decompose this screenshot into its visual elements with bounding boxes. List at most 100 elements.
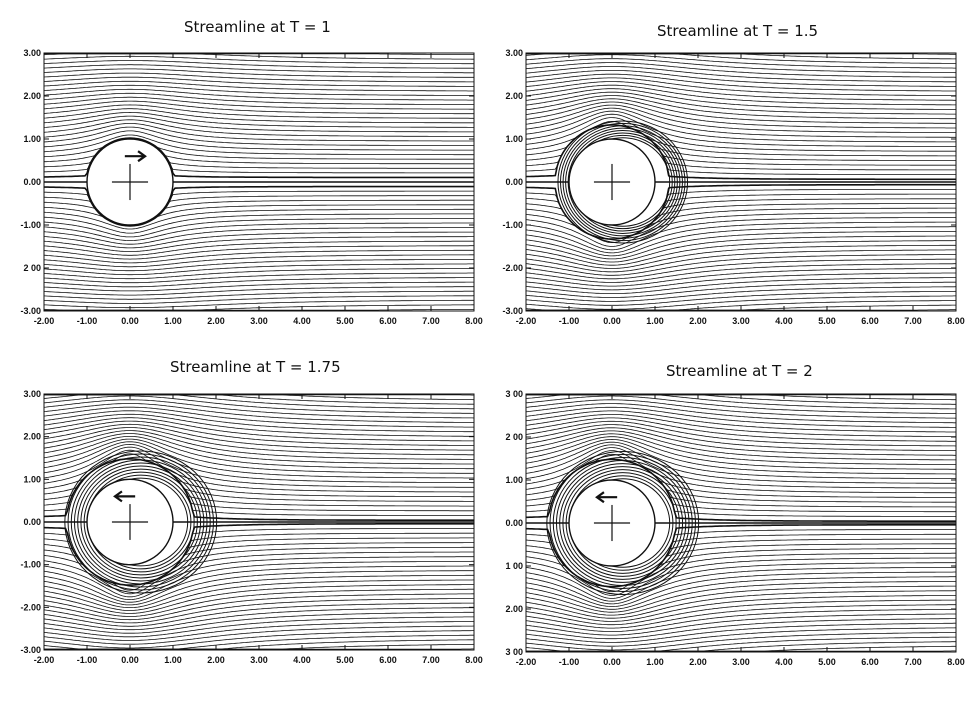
streamline <box>43 546 474 591</box>
streamline-plot: -2.00 -1.00 0.00 1.00 2.00 3.00 4.00 5.00 6.00 7.… <box>505 389 965 667</box>
streamline <box>525 58 957 74</box>
streamline <box>43 100 474 115</box>
streamline <box>43 430 474 460</box>
streamline <box>525 107 956 138</box>
streamline <box>43 213 474 234</box>
x-tick-label: 1.00 <box>646 657 664 667</box>
streamline <box>43 611 474 634</box>
recirculation-loop <box>562 466 684 580</box>
streamline <box>43 625 475 645</box>
streamline <box>43 254 474 268</box>
y-tick-label: 3.00 <box>505 48 523 58</box>
streamline <box>525 441 957 480</box>
streamline <box>43 574 474 608</box>
streamline <box>43 413 474 437</box>
y-tick-label: 1.00 <box>23 134 41 144</box>
recirculation-loop <box>559 122 686 242</box>
streamline <box>525 73 956 92</box>
recirculation-loop <box>83 468 198 576</box>
streamline <box>43 286 474 296</box>
streamline <box>525 590 956 619</box>
y-tick-label: -1.00 <box>20 220 41 230</box>
panel-t1-5: Streamline at T = 1.5 -2.00 -1.00 0.00 1.00… <box>484 0 977 340</box>
streamline <box>43 72 474 83</box>
x-tick-label: 0.00 <box>603 657 621 667</box>
streamline <box>525 406 956 428</box>
streamline <box>525 254 956 276</box>
x-tick-label: 1.00 <box>164 316 182 326</box>
streamline <box>43 245 474 260</box>
streamline <box>43 208 474 230</box>
x-tick-label: 0.00 <box>121 316 139 326</box>
y-tick-label: 0.00 <box>505 518 523 528</box>
y-tick-label: 2 00 <box>505 432 523 442</box>
streamline <box>43 68 474 78</box>
recirculation-loop <box>77 462 205 582</box>
streamline <box>43 64 474 74</box>
streamline <box>525 212 956 247</box>
streamline <box>43 395 474 414</box>
y-tick-label: 3.00 <box>23 48 41 58</box>
x-tick-label: 4.00 <box>775 316 793 326</box>
recirculation-loop <box>70 456 211 588</box>
streamline <box>43 222 474 241</box>
streamline <box>525 430 956 461</box>
panel-title: Streamline at T = 1 <box>184 18 331 36</box>
y-tick-label: 1.00 <box>505 134 523 144</box>
streamline <box>43 453 474 498</box>
streamline <box>525 240 956 266</box>
streamline <box>525 548 956 593</box>
streamline <box>43 588 474 617</box>
streamline <box>525 226 956 257</box>
streamline <box>43 446 474 488</box>
streamline <box>525 618 956 640</box>
x-tick-label: 6.00 <box>379 655 397 665</box>
x-tick-label: 8.00 <box>465 316 483 326</box>
streamline-plot: -2.00 -1.00 0.00 1.00 2.00 3.00 4.00 5.00 6.00 7.… <box>502 48 964 326</box>
streamline <box>525 599 957 626</box>
streamline <box>525 281 956 298</box>
streamline <box>43 227 474 245</box>
x-tick-label: 8.00 <box>947 657 965 667</box>
streamline <box>43 119 474 137</box>
streamline <box>43 218 474 238</box>
x-tick-label: -1.00 <box>77 316 98 326</box>
streamline <box>525 286 957 302</box>
streamline <box>525 627 957 647</box>
x-tick-label: -1.00 <box>77 655 98 665</box>
streamline <box>525 403 956 424</box>
streamline <box>43 423 474 451</box>
streamline <box>43 433 475 465</box>
recirculation-loop <box>559 463 687 583</box>
streamline <box>43 598 475 624</box>
streamline <box>525 458 956 503</box>
x-tick-label: 7.00 <box>422 316 440 326</box>
streamline <box>525 217 956 251</box>
streamline <box>525 183 956 240</box>
streamline <box>525 113 956 147</box>
streamline <box>43 277 474 288</box>
streamline <box>43 272 474 284</box>
streamline <box>525 622 956 643</box>
recirculation-loop <box>73 459 208 585</box>
streamline <box>525 613 956 636</box>
y-tick-label: -2.00 <box>20 602 41 612</box>
streamline <box>43 399 475 419</box>
recirculation-loop <box>555 460 690 586</box>
recirculation-loop <box>565 469 680 577</box>
streamline <box>43 438 474 474</box>
y-tick-label: -2.00 <box>502 263 523 273</box>
rotation-arrow-head-icon <box>595 491 605 504</box>
streamline <box>43 403 475 423</box>
y-tick-label: 3 00 <box>505 389 523 399</box>
y-tick-label: -3.00 <box>502 306 523 316</box>
streamline <box>43 104 474 119</box>
streamline-plot: -2.00 -1.00 0.00 1.00 2.00 3.00 4.00 5.00 6.00 7.… <box>20 48 483 326</box>
recirculation-loop <box>562 125 683 239</box>
recirculation-loop <box>549 453 696 593</box>
y-tick-label: -1.00 <box>502 220 523 230</box>
streamlines <box>43 53 475 311</box>
recirculation-loop <box>546 450 700 596</box>
streamline <box>43 236 474 253</box>
streamline <box>525 277 956 294</box>
